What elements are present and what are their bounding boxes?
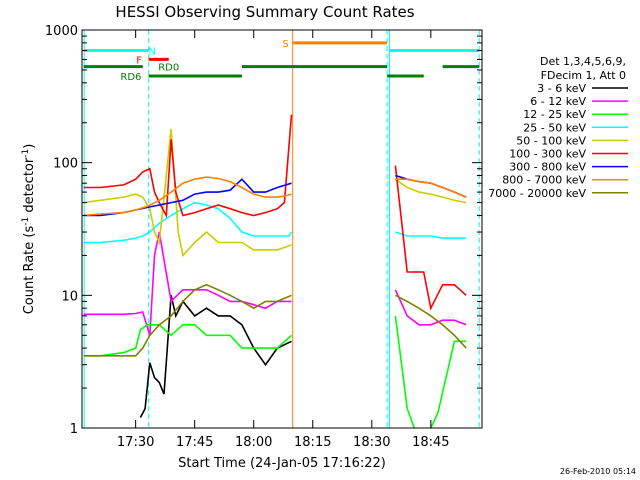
series-line-7-0 (83, 176, 292, 217)
legend-label-6: 300 - 800 keV (509, 161, 586, 174)
series-line-8-0 (83, 283, 292, 357)
flag-label-6: S (282, 39, 288, 50)
series-line-7-1 (395, 178, 467, 198)
legend-label-7: 800 - 7000 keV (502, 174, 586, 187)
y-axis-label-sup2: -1 (21, 149, 31, 158)
series-line-0-0 (139, 295, 292, 418)
legend-label-5: 100 - 300 keV (509, 148, 586, 161)
legend: Det 1,3,4,5,6,9, FDecim 1, Att 0 3 - 6 k… (488, 55, 628, 200)
legend-header-line2: FDecim 1, Att 0 (541, 69, 626, 82)
series-line-3-1 (395, 231, 467, 239)
x-tick-label-5: 18:45 (412, 435, 449, 450)
legend-label-3: 25 - 50 keV (523, 121, 586, 134)
series-line-5-1 (394, 165, 467, 311)
y-tick-label-0: 1 (70, 422, 78, 437)
legend-label-8: 7000 - 20000 keV (488, 187, 586, 200)
x-axis-label: Start Time (24-Jan-05 17:16:22) (178, 456, 386, 471)
series-line-2-0 (83, 323, 293, 357)
y-axis-label: Count Rate (s-1 detector-1) (21, 144, 37, 315)
legend-header-line1: Det 1,3,4,5,6,9, (540, 55, 626, 68)
plot-frame (81, 29, 483, 429)
flag-label-1: F (136, 55, 142, 66)
series-line-1-1 (394, 289, 467, 326)
series-line-8-1 (395, 294, 467, 349)
y-axis-label-sup1: -1 (21, 217, 31, 226)
legend-label-0: 3 - 6 keV (537, 82, 586, 95)
footer-timestamp: 26-Feb-2010 05:14 (560, 467, 636, 476)
y-axis-label-main: Count Rate (s (22, 226, 37, 315)
chart-title: HESSI Observing Summary Count Rates (115, 3, 414, 21)
x-tick-label-4: 18:30 (353, 435, 390, 450)
series-line-1-0 (83, 231, 292, 336)
legend-label-1: 6 - 12 keV (530, 95, 586, 108)
y-tick-label-3: 1000 (45, 24, 78, 39)
x-tick-label-2: 18:00 (235, 435, 272, 450)
series-line-4-1 (394, 178, 467, 204)
flag-label-2: RD0 (158, 63, 179, 74)
flag-label-3: RD6 (120, 72, 141, 83)
x-tick-label-3: 18:15 (294, 435, 331, 450)
y-axis-label-end: ) (22, 144, 37, 149)
series-line-4-0 (83, 128, 292, 258)
series-line-3-0 (83, 201, 293, 244)
plot-area: NF RD0 RD6 S (83, 30, 480, 429)
x-tick-label-0: 17:30 (117, 435, 154, 450)
series-line-2-1 (394, 315, 416, 429)
y-axis: 1 10 100 1000 (45, 24, 482, 437)
series-line-5-0 (83, 114, 293, 219)
y-tick-label-1: 10 (61, 289, 78, 304)
y-tick-label-2: 100 (53, 157, 78, 172)
y-axis-label-mid: detector (22, 157, 37, 217)
flag-label-0: N (148, 47, 155, 58)
x-axis: 17:30 17:45 18:00 18:15 18:30 18:45 (117, 30, 450, 450)
x-tick-label-1: 17:45 (176, 435, 213, 450)
legend-label-4: 50 - 100 keV (516, 134, 586, 147)
legend-label-2: 12 - 25 keV (523, 108, 586, 121)
